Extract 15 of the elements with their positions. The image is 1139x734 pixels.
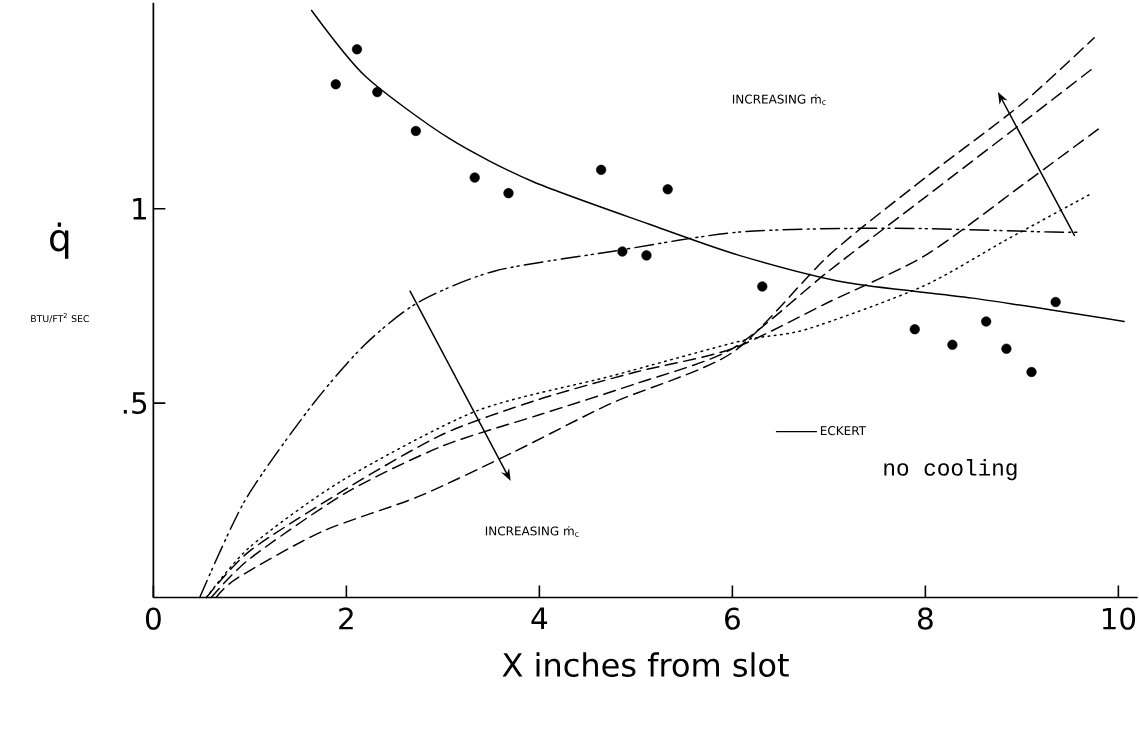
x-tick-label: 0 — [145, 607, 161, 630]
y-axis-title: q̇ — [50, 222, 69, 259]
annotation: INCREASING ṁ$_{c}$ — [485, 526, 579, 537]
x-tick-label: 4 — [531, 607, 548, 630]
y-tick-label: .5 — [123, 392, 147, 415]
x-tick-label: 6 — [725, 607, 740, 630]
x-axis-title: X inches from slot — [502, 652, 789, 678]
x-tick-label: 2 — [339, 607, 353, 630]
annotation: INCREASING ṁ$_{c}$ — [732, 94, 826, 106]
legend-label: ECKERT — [820, 426, 867, 436]
x-tick-label: 8 — [918, 607, 933, 630]
annotation: no cooling — [884, 459, 1017, 481]
x-tick-label: 10 — [1102, 607, 1136, 630]
text: BTU/FT$^{2}$ SEC — [31, 313, 89, 324]
y-tick-label: 1 — [133, 198, 146, 220]
